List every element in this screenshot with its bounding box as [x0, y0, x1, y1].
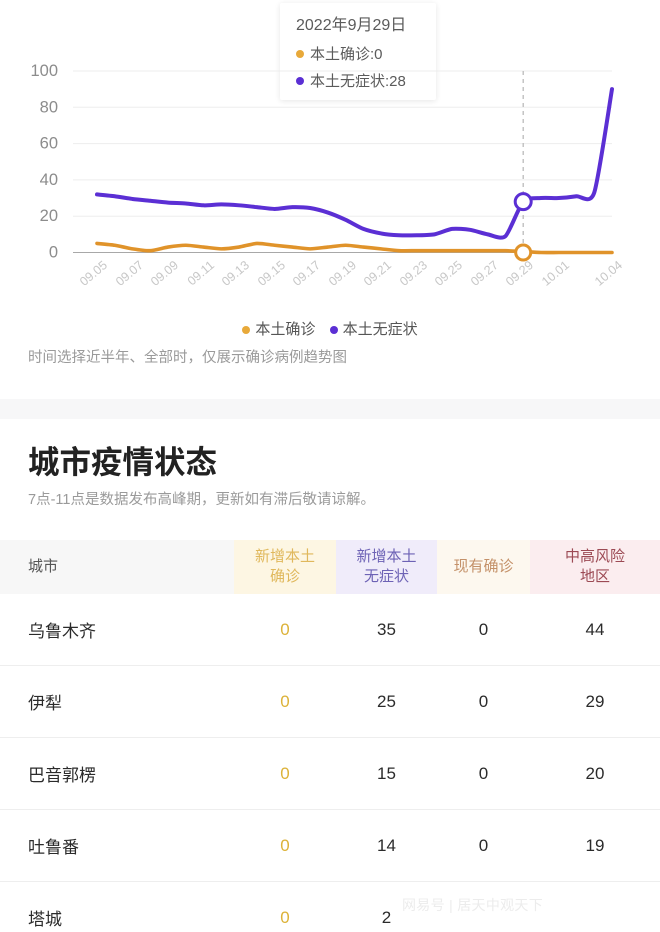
- svg-text:100: 100: [30, 62, 58, 80]
- svg-text:40: 40: [40, 171, 58, 189]
- svg-text:20: 20: [40, 207, 58, 225]
- svg-text:80: 80: [40, 98, 58, 116]
- svg-text:60: 60: [40, 135, 58, 153]
- svg-text:0: 0: [49, 244, 58, 262]
